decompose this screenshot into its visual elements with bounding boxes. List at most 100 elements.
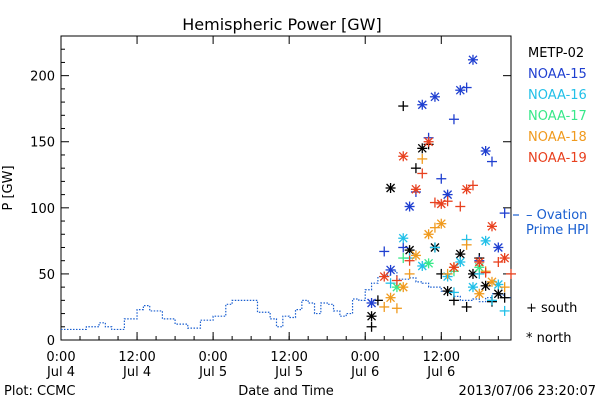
legend-entry: METP-02 — [528, 46, 584, 61]
data-point — [398, 233, 409, 244]
star-d2 — [411, 250, 421, 260]
y-tick-label: 100 — [30, 202, 55, 217]
data-point — [436, 173, 447, 184]
x-tick-date: Jul 5 — [274, 365, 303, 380]
data-point — [398, 151, 409, 162]
data-point — [417, 168, 428, 179]
data-point — [461, 301, 472, 312]
data-point — [486, 156, 497, 167]
star-d2 — [455, 257, 465, 267]
star-d2 — [474, 257, 484, 267]
star-d2 — [386, 183, 396, 193]
star-d2 — [398, 151, 408, 161]
chart-title: Hemispheric Power [GW] — [182, 15, 381, 34]
star-d2 — [481, 281, 491, 291]
star-d2 — [487, 277, 497, 287]
footer-left: Plot: CCMC — [4, 384, 75, 399]
y-tick-label: 0 — [47, 334, 55, 349]
y-tick-label: 50 — [38, 268, 55, 283]
marker-legend-entry: + south — [526, 301, 577, 316]
star-d2 — [379, 272, 389, 282]
data-point — [493, 242, 504, 253]
marker-legend-entry: * north — [526, 331, 572, 346]
data-point — [410, 250, 421, 261]
legend-entry: NOAA-17 — [528, 109, 587, 124]
data-point — [455, 201, 466, 212]
star-d2 — [493, 289, 503, 299]
data-point — [398, 282, 409, 293]
series-metp-02 — [366, 101, 510, 332]
star-d2 — [392, 282, 402, 292]
star-d2 — [367, 311, 377, 321]
data-point — [417, 99, 428, 110]
data-point — [385, 278, 396, 289]
data-point — [461, 184, 472, 195]
footer-right: 2013/07/06 23:20:07 — [459, 384, 596, 399]
x-tick-date: Jul 6 — [350, 365, 379, 380]
series-noaa-17 — [391, 253, 485, 293]
star-d2 — [493, 243, 503, 252]
data-point — [385, 183, 396, 193]
legend-entry: NOAA-18 — [528, 130, 587, 145]
star-d2 — [430, 92, 440, 102]
data-point — [417, 153, 428, 164]
data-point — [429, 222, 440, 233]
data-point — [486, 221, 497, 232]
x-tick-date: Jul 6 — [426, 365, 455, 380]
data-point — [448, 114, 459, 125]
data-point — [467, 54, 478, 65]
legend-entry: NOAA-19 — [528, 151, 587, 166]
star-d2 — [443, 286, 453, 296]
star-d2 — [424, 258, 434, 268]
x-tick-label: 12:00 — [118, 350, 155, 365]
star-d2 — [405, 245, 415, 255]
data-point — [480, 267, 491, 278]
data-point — [499, 253, 510, 264]
data-point — [442, 286, 453, 297]
data-point — [391, 303, 402, 314]
x-tick-label: 12:00 — [423, 350, 460, 365]
data-point — [404, 268, 415, 279]
data-point — [429, 242, 440, 253]
x-tick-label: 12:00 — [270, 350, 307, 365]
data-point — [480, 235, 491, 246]
data-point — [366, 321, 377, 332]
data-point — [455, 257, 466, 268]
star-d2 — [481, 236, 491, 246]
star-d2 — [424, 229, 434, 239]
star-d2 — [417, 100, 427, 110]
star-d2 — [462, 184, 472, 194]
legend-entry: NOAA-16 — [528, 88, 587, 103]
legend-entry: NOAA-15 — [528, 67, 587, 82]
star-d2 — [398, 233, 408, 243]
marker-legend: + south * north — [526, 301, 577, 346]
data-point — [366, 311, 377, 322]
ovation-legend-line1: – Ovation — [526, 208, 587, 223]
x-tick-date: Jul 4 — [122, 365, 151, 380]
y-axis-label: P [GW] — [1, 165, 16, 210]
data-point — [410, 184, 421, 195]
star-d2 — [493, 280, 503, 289]
x-tick-label: 0:00 — [199, 350, 228, 365]
star-d2 — [474, 289, 484, 299]
star-d2 — [424, 137, 434, 147]
data-point — [448, 262, 459, 273]
data-point — [423, 258, 434, 269]
data-point — [429, 197, 440, 208]
data-point — [436, 218, 447, 229]
star-d2 — [500, 253, 510, 263]
data-point — [461, 239, 472, 250]
data-point — [442, 268, 453, 279]
star-d2 — [436, 219, 446, 229]
data-point — [410, 163, 421, 174]
star-d2 — [468, 55, 478, 65]
data-point — [474, 257, 485, 268]
data-point — [474, 288, 485, 299]
series-noaa-19 — [379, 136, 516, 286]
data-point — [499, 305, 510, 316]
data-point — [499, 292, 510, 303]
y-axis: 0 50 100 150 200 — [30, 48, 511, 349]
x-axis-label: Date and Time — [238, 384, 334, 399]
